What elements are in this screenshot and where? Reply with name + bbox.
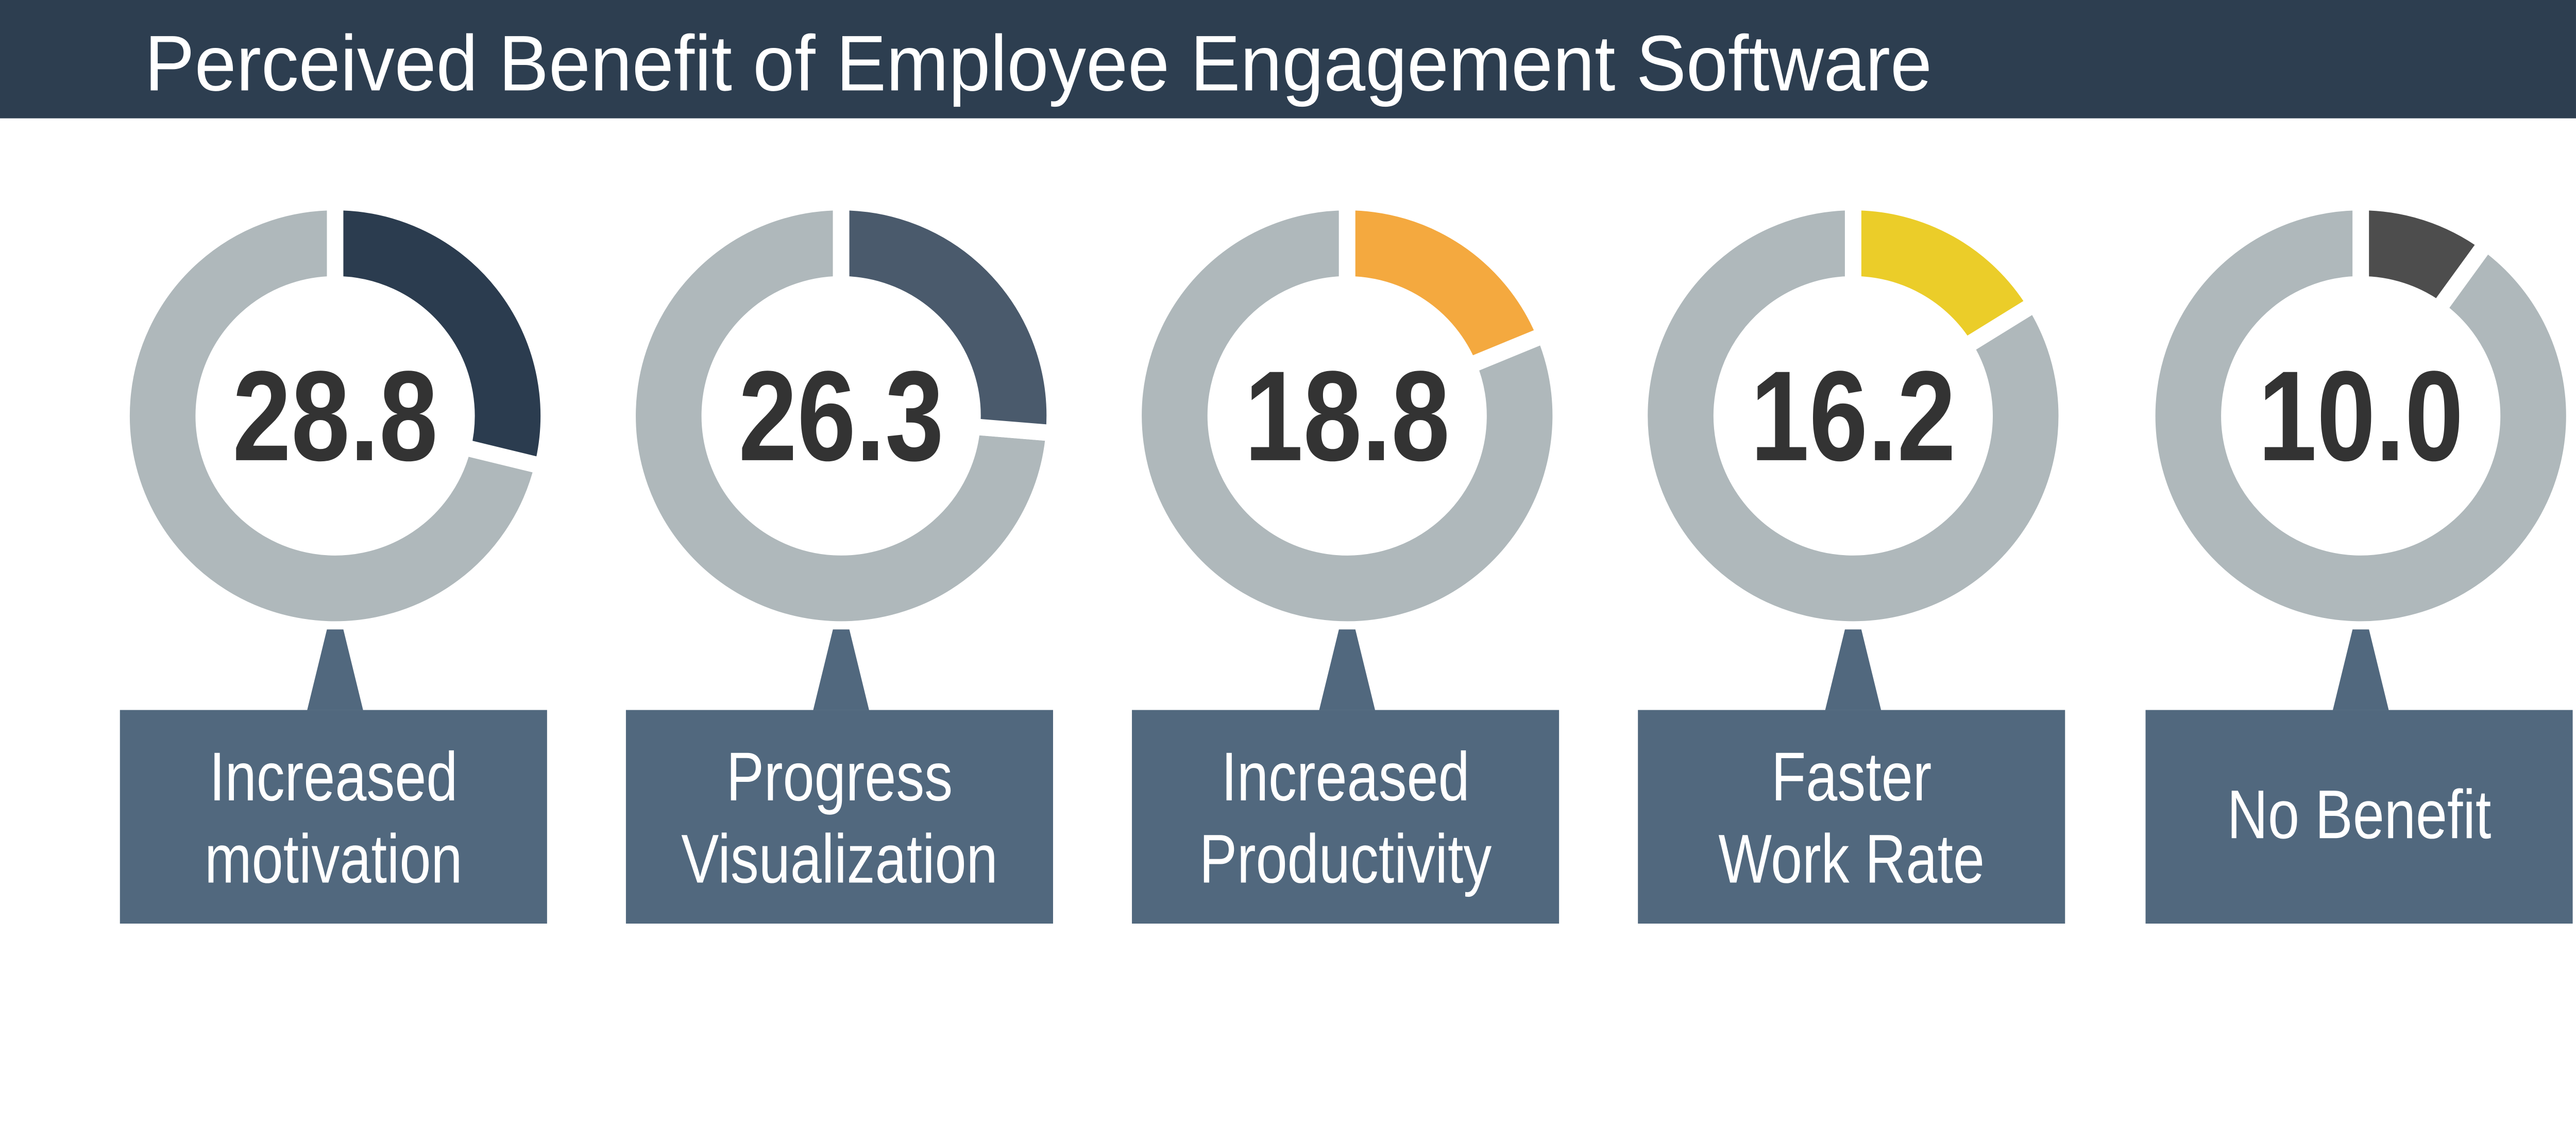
donut-remainder-slice: [1631, 194, 2075, 638]
donut-value-label: 26.3: [738, 344, 944, 488]
category-label: Work Rate: [1718, 821, 1985, 897]
label-pointer: [307, 629, 363, 710]
category-label: Increased: [1221, 739, 1469, 815]
donut-value-slice: [1338, 194, 1556, 377]
donut-value-slice: [1844, 194, 2046, 358]
category-label: motivation: [205, 821, 462, 897]
category-label: Productivity: [1199, 821, 1492, 897]
chart-title: Perceived Benefit of Employee Engagement…: [145, 19, 1932, 107]
category-label: Increased: [209, 739, 457, 815]
label-pointer: [2333, 629, 2389, 710]
category-label: Progress: [726, 739, 953, 815]
category-label-box: [1132, 710, 1560, 924]
donut-remainder-slice: [2139, 194, 2576, 638]
label-pointer: [1319, 629, 1375, 710]
label-pointer: [813, 629, 869, 710]
donut-value-label: 10.0: [2258, 344, 2464, 488]
category-label: Visualization: [681, 821, 997, 897]
donut-3: 18.8: [1125, 194, 1569, 638]
category-label-box: [120, 710, 547, 924]
category-label: No Benefit: [2227, 776, 2492, 853]
donut-remainder-slice: [113, 194, 553, 638]
donut-value-slice: [833, 194, 1063, 442]
category-label-box: [1638, 710, 2065, 924]
donut-4: 16.2: [1631, 194, 2075, 638]
category-label: Faster: [1771, 739, 1931, 815]
donut-value-slice: [2352, 194, 2498, 321]
donut-remainder-slice: [1125, 194, 1569, 638]
donut-value-label: 16.2: [1751, 344, 1956, 488]
donut-value-label: 18.8: [1244, 344, 1450, 488]
title-bar: [0, 0, 2576, 119]
donut-1: 28.8: [113, 194, 557, 638]
category-label-box: [625, 710, 1053, 924]
chart: Perceived Benefit of Employee Engagement…: [0, 0, 2576, 924]
donut-value-slice: [327, 194, 557, 477]
donut-2: 26.3: [619, 194, 1063, 638]
category-label-box: [2145, 710, 2573, 924]
label-pointer: [1825, 629, 1882, 710]
donut-remainder-slice: [619, 194, 1063, 638]
donut-value-label: 28.8: [232, 344, 438, 488]
infographic: Perceived Benefit of Employee Engagement…: [0, 0, 2576, 924]
donut-5: 10.0: [2139, 194, 2576, 638]
